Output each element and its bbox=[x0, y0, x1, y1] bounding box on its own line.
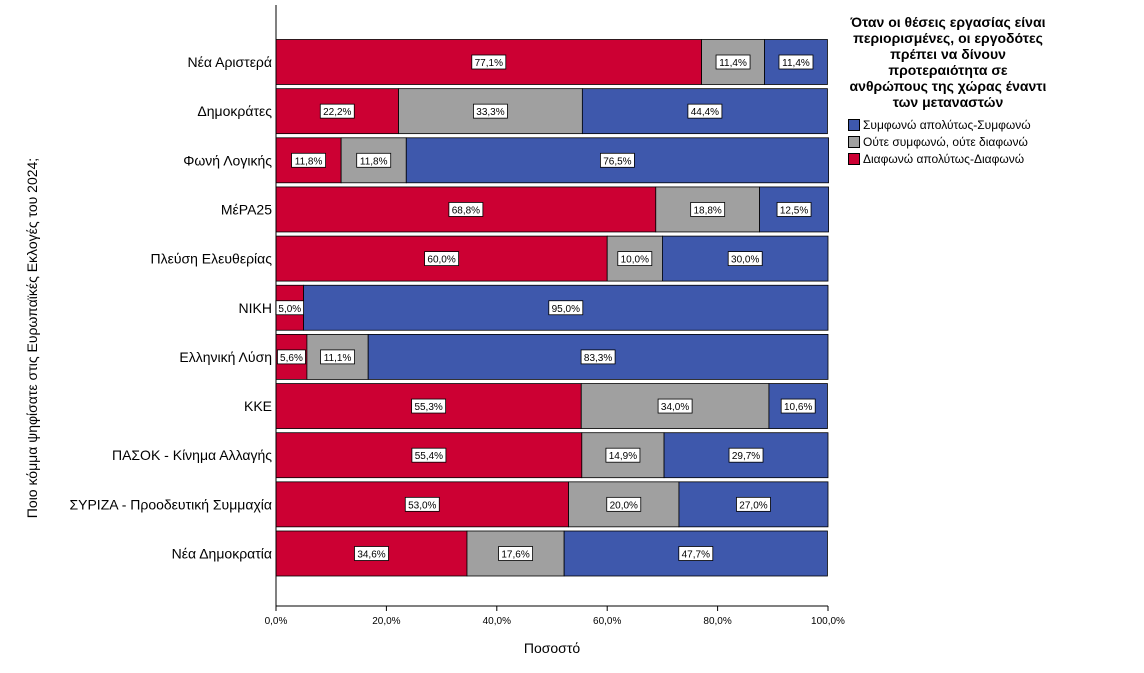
data-label: 18,8% bbox=[693, 205, 721, 216]
bar-segment bbox=[275, 432, 583, 479]
data-label-box bbox=[690, 202, 726, 217]
data-label-box bbox=[448, 202, 484, 217]
x-tick-label: 80,0% bbox=[703, 616, 731, 627]
data-label: 53,0% bbox=[408, 500, 436, 511]
data-label: 12,5% bbox=[780, 205, 808, 216]
data-label-box bbox=[580, 349, 616, 365]
data-label-box bbox=[411, 398, 447, 414]
legend-label: Ούτε συμφωνώ, ούτε διαφωνώ bbox=[863, 134, 1028, 149]
data-label-box bbox=[606, 496, 642, 512]
data-label-box bbox=[780, 398, 816, 414]
data-label: 17,6% bbox=[501, 550, 529, 561]
category-label: Νέα Δημοκρατία bbox=[172, 546, 272, 562]
data-label: 30,0% bbox=[731, 255, 759, 266]
data-label: 11,4% bbox=[782, 58, 810, 69]
data-label-box bbox=[498, 546, 533, 561]
x-tick-label: 60,0% bbox=[593, 616, 621, 627]
data-label: 34,0% bbox=[661, 402, 689, 413]
y-axis-title: Ποιο κόμμα ψηφίσατε στις Ευρωπαϊκές Εκλο… bbox=[24, 158, 40, 518]
x-axis-title: Ποσοστό bbox=[524, 640, 580, 656]
category-label: ΣΥΡΙΖΑ - Προοδευτική Συμμαχία bbox=[69, 496, 272, 512]
category-label: Ελληνική Λύση bbox=[179, 349, 272, 365]
data-label: 5,6% bbox=[280, 353, 303, 364]
data-label-box bbox=[471, 54, 507, 70]
data-label: 33,3% bbox=[476, 107, 504, 118]
x-tick-label: 20,0% bbox=[372, 616, 400, 627]
legend-swatch bbox=[848, 118, 860, 131]
data-label: 34,6% bbox=[357, 550, 385, 561]
legend-swatch bbox=[848, 135, 860, 148]
legend: Όταν οι θέσεις εργασίας είναι περιορισμέ… bbox=[848, 14, 1048, 167]
legend-title: Όταν οι θέσεις εργασίας είναι περιορισμέ… bbox=[849, 14, 1047, 110]
legend-item: Ούτε συμφωνώ, ούτε διαφωνώ bbox=[848, 133, 1048, 150]
data-label-box bbox=[548, 300, 584, 316]
legend-label: Διαφωνώ απολύτως-Διαφωνώ bbox=[863, 151, 1025, 166]
data-label-box bbox=[736, 496, 771, 512]
data-label: 22,2% bbox=[323, 107, 351, 118]
category-label: Φωνή Λογικής bbox=[183, 152, 272, 168]
data-label-box bbox=[605, 447, 641, 463]
legend-label: Συμφωνώ απολύτως-Συμφωνώ bbox=[863, 117, 1031, 132]
x-tick-label: 100,0% bbox=[811, 616, 845, 627]
bar-segment bbox=[759, 186, 829, 233]
data-label-box bbox=[727, 251, 763, 267]
legend-item: Διαφωνώ απολύτως-Διαφωνώ bbox=[848, 150, 1048, 167]
data-label: 20,0% bbox=[610, 500, 638, 511]
category-label: ΚΚΕ bbox=[244, 398, 272, 414]
data-label: 77,1% bbox=[475, 58, 503, 69]
data-label: 55,4% bbox=[415, 451, 443, 462]
data-label-box bbox=[687, 103, 723, 119]
data-label-box bbox=[356, 152, 392, 168]
data-label: 44,4% bbox=[691, 107, 719, 118]
data-label: 11,4% bbox=[719, 58, 747, 69]
data-label-box bbox=[277, 349, 306, 365]
data-label: 29,7% bbox=[732, 451, 760, 462]
data-label: 83,3% bbox=[584, 353, 612, 364]
data-label: 95,0% bbox=[552, 304, 580, 315]
data-label-box bbox=[728, 447, 764, 463]
data-label: 60,0% bbox=[427, 255, 455, 266]
data-label: 14,9% bbox=[609, 451, 637, 462]
data-label-box bbox=[657, 398, 693, 414]
data-label: 11,8% bbox=[295, 156, 323, 167]
data-label: 68,8% bbox=[452, 205, 480, 216]
data-label: 76,5% bbox=[603, 156, 631, 167]
category-label: ΜέΡΑ25 bbox=[221, 201, 272, 217]
data-label-box bbox=[424, 251, 460, 267]
data-label: 11,8% bbox=[360, 156, 388, 167]
x-tick-label: 40,0% bbox=[483, 616, 511, 627]
data-label: 47,7% bbox=[682, 550, 710, 561]
category-label: Πλεύση Ελευθερίας bbox=[150, 251, 272, 267]
data-label-box bbox=[473, 103, 508, 119]
data-label-box bbox=[715, 54, 751, 70]
data-label-box bbox=[320, 349, 355, 365]
category-label: ΝΙΚΗ bbox=[239, 300, 272, 316]
category-label: ΠΑΣΟΚ - Κίνημα Αλλαγής bbox=[112, 447, 272, 463]
data-label-box bbox=[354, 546, 389, 561]
data-label-box bbox=[319, 103, 355, 119]
x-tick-label: 0,0% bbox=[265, 616, 288, 627]
data-label-box bbox=[600, 152, 635, 168]
data-label-box bbox=[617, 251, 653, 267]
data-label: 27,0% bbox=[739, 500, 767, 511]
data-label: 10,0% bbox=[621, 255, 649, 266]
legend-swatch bbox=[848, 152, 860, 165]
data-label-box bbox=[678, 546, 714, 561]
category-label: Δημοκράτες bbox=[197, 103, 272, 119]
legend-item: Συμφωνώ απολύτως-Συμφωνώ bbox=[848, 116, 1048, 133]
data-label: 55,3% bbox=[414, 402, 442, 413]
data-label-box bbox=[291, 152, 326, 168]
data-label-box bbox=[778, 54, 814, 70]
data-label-box bbox=[411, 447, 447, 463]
bar-segment bbox=[275, 88, 399, 135]
data-label: 11,1% bbox=[324, 353, 352, 364]
data-label-box bbox=[776, 202, 812, 217]
data-label-box bbox=[404, 496, 440, 512]
data-label: 10,6% bbox=[784, 402, 812, 413]
data-label: 5,0% bbox=[278, 304, 301, 315]
category-label: Νέα Αριστερά bbox=[188, 54, 272, 70]
